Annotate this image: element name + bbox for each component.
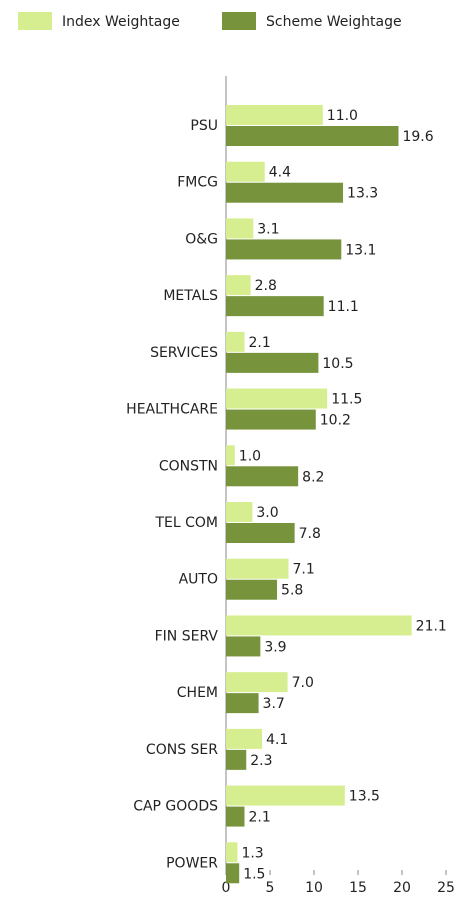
legend-swatch bbox=[222, 12, 256, 30]
value-label: 2.1 bbox=[248, 335, 270, 351]
bar bbox=[226, 728, 263, 749]
bar bbox=[226, 275, 251, 296]
value-label: 3.1 bbox=[257, 221, 279, 237]
value-label: 19.6 bbox=[402, 129, 433, 145]
value-label: 5.8 bbox=[281, 583, 303, 599]
y-tick-label: FMCG bbox=[177, 175, 218, 191]
bar bbox=[226, 863, 240, 884]
value-label: 13.3 bbox=[347, 186, 378, 202]
bar bbox=[226, 218, 254, 239]
bar bbox=[226, 182, 344, 203]
x-tick-label: 0 bbox=[222, 880, 231, 896]
value-label: 13.5 bbox=[349, 789, 380, 805]
y-tick-label: TEL COM bbox=[154, 515, 218, 531]
value-label: 2.8 bbox=[255, 278, 277, 294]
value-label: 13.1 bbox=[345, 242, 376, 258]
bar bbox=[226, 693, 259, 714]
legend-swatch bbox=[18, 12, 52, 30]
value-label: 3.7 bbox=[263, 696, 285, 712]
y-tick-label: CONS SER bbox=[146, 742, 218, 758]
y-tick-label: FIN SERV bbox=[155, 628, 219, 644]
y-tick-label: CONSTN bbox=[159, 458, 218, 474]
bar bbox=[226, 842, 238, 863]
bar bbox=[226, 409, 316, 430]
value-label: 1.0 bbox=[239, 448, 261, 464]
value-label: 1.5 bbox=[243, 866, 265, 882]
bar bbox=[226, 749, 247, 770]
bar bbox=[226, 523, 295, 543]
x-tick-label: 25 bbox=[437, 880, 455, 896]
x-tick-label: 20 bbox=[393, 880, 411, 896]
y-tick-label: CAP GOODS bbox=[133, 799, 218, 815]
value-label: 4.4 bbox=[269, 165, 291, 181]
bar bbox=[226, 785, 345, 806]
bar bbox=[226, 502, 253, 522]
bar bbox=[226, 615, 412, 636]
value-label: 11.5 bbox=[331, 392, 362, 408]
bar bbox=[226, 239, 342, 260]
value-label: 10.2 bbox=[320, 413, 351, 429]
value-label: 1.3 bbox=[241, 845, 263, 861]
value-label: 7.8 bbox=[299, 526, 321, 542]
value-label: 8.2 bbox=[302, 469, 324, 485]
value-label: 11.0 bbox=[327, 108, 358, 124]
bar bbox=[226, 161, 265, 182]
bar bbox=[226, 352, 319, 373]
bar bbox=[226, 331, 245, 352]
value-label: 21.1 bbox=[416, 618, 447, 634]
x-tick-label: 15 bbox=[349, 880, 367, 896]
bar bbox=[226, 296, 324, 317]
legend-label: Index Weightage bbox=[62, 14, 180, 30]
y-tick-label: POWER bbox=[166, 855, 218, 871]
bar bbox=[226, 672, 288, 693]
value-label: 4.1 bbox=[266, 732, 288, 748]
legend-label: Scheme Weightage bbox=[266, 14, 402, 30]
y-tick-label: PSU bbox=[190, 118, 218, 134]
value-label: 3.9 bbox=[264, 639, 286, 655]
bar bbox=[226, 388, 328, 409]
y-tick-label: METALS bbox=[163, 288, 218, 304]
bar bbox=[226, 558, 289, 579]
x-tick-label: 5 bbox=[266, 880, 275, 896]
value-label: 10.5 bbox=[322, 356, 353, 372]
bar bbox=[226, 806, 245, 827]
bar bbox=[226, 579, 278, 600]
bar bbox=[226, 105, 323, 125]
value-label: 2.3 bbox=[250, 753, 272, 769]
value-label: 7.1 bbox=[292, 562, 314, 578]
value-label: 2.1 bbox=[248, 810, 270, 826]
y-tick-label: AUTO bbox=[179, 572, 218, 588]
y-tick-label: CHEM bbox=[177, 685, 218, 701]
bar bbox=[226, 636, 261, 657]
bar bbox=[226, 445, 235, 466]
bar bbox=[226, 466, 299, 487]
y-tick-label: O&G bbox=[185, 231, 218, 247]
value-label: 7.0 bbox=[292, 675, 314, 691]
y-tick-label: HEALTHCARE bbox=[126, 402, 218, 418]
bar bbox=[226, 126, 399, 146]
value-label: 3.0 bbox=[256, 505, 278, 521]
y-tick-label: SERVICES bbox=[150, 345, 218, 361]
value-label: 11.1 bbox=[328, 299, 359, 315]
x-tick-label: 10 bbox=[305, 880, 323, 896]
